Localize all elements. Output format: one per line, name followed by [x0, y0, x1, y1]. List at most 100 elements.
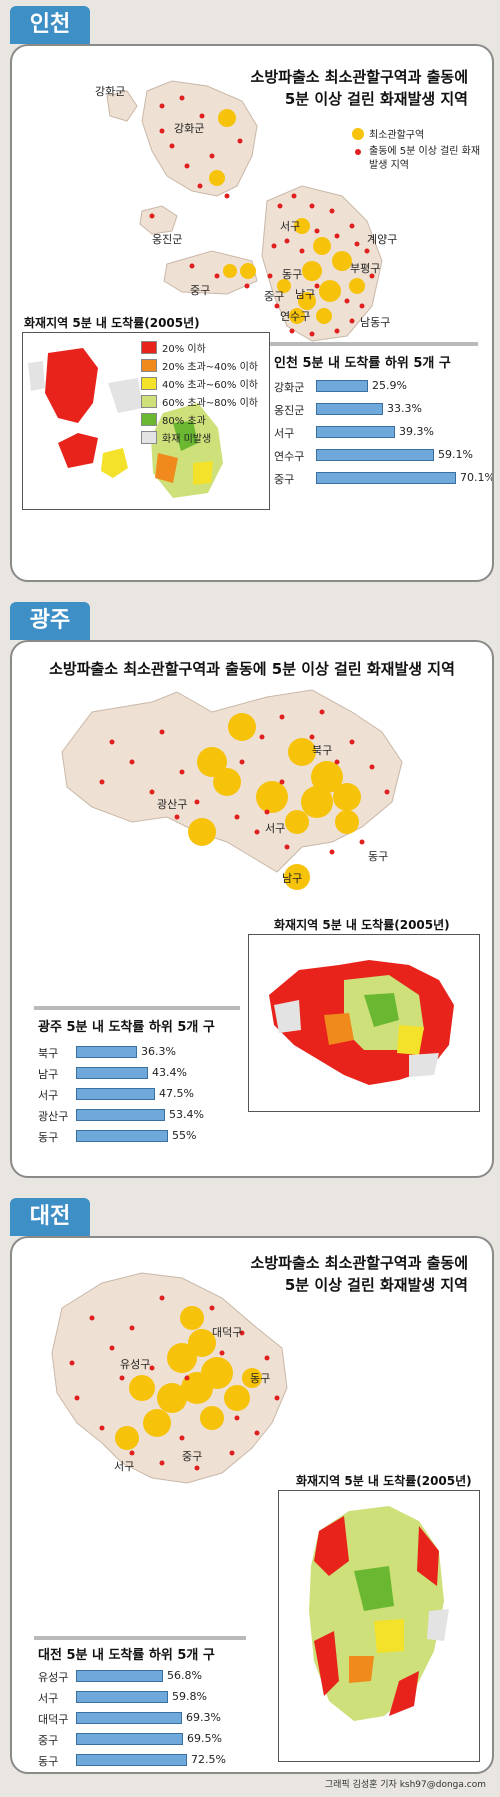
section-tab-daejeon: 대전	[10, 1198, 90, 1236]
rank-category-label: 중구	[274, 473, 295, 486]
rank-category-label: 유성구	[38, 1671, 69, 1684]
rank-value-label: 25.9%	[372, 379, 407, 392]
inset-map-frame	[278, 1490, 480, 1762]
rank-row: 남구 43.4%	[38, 1063, 243, 1083]
rank-category-label: 동구	[38, 1755, 59, 1768]
legend-swatch	[141, 430, 157, 444]
district-label: 중구	[190, 284, 211, 297]
rank-bar	[76, 1691, 168, 1703]
rank-rule	[270, 342, 478, 346]
rank-row: 동구 72.5%	[38, 1750, 256, 1770]
inset-label: 화재지역 5분 내 도착률(2005년)	[24, 316, 200, 330]
legend-row: 20% 이하	[141, 339, 266, 355]
rank-value-label: 43.4%	[152, 1066, 187, 1079]
rank-row: 광산구 53.4%	[38, 1105, 243, 1125]
rank-bar	[76, 1130, 168, 1142]
rank-category-label: 북구	[38, 1047, 59, 1060]
rank-bar	[316, 380, 368, 392]
rank-value-label: 53.4%	[169, 1108, 204, 1121]
rank-category-label: 서구	[38, 1692, 59, 1705]
legend-swatch	[141, 358, 157, 372]
district-label: 유성구	[120, 1358, 151, 1371]
inset-map-gwangju	[269, 960, 454, 1085]
district-label: 동구	[368, 850, 389, 863]
rank-value-label: 59.8%	[172, 1690, 207, 1703]
map-title: 소방파출소 최소관할구역과 출동에 5분 이상 걸린 화재발생 지역	[250, 1254, 468, 1294]
rank-value-label: 69.5%	[187, 1732, 222, 1745]
rank-row: 옹진군 33.3%	[274, 399, 486, 419]
rank-row: 동구 55%	[38, 1126, 243, 1146]
rank-row: 서구 59.8%	[38, 1687, 256, 1707]
rank-bar	[316, 426, 395, 438]
rank-rule	[34, 1636, 246, 1640]
district-label: 남동구	[360, 316, 391, 329]
rank-category-label: 광산구	[38, 1110, 69, 1123]
rank-category-label: 서구	[274, 427, 295, 440]
district-label: 연수구	[280, 310, 311, 323]
rank-value-label: 55%	[172, 1129, 197, 1142]
rank-bar	[76, 1712, 182, 1724]
rank-chart-incheon: 강화군 25.9% 옹진군 33.3% 서구 39.3% 연수구 59.1% 중구 70.1%	[274, 376, 492, 501]
zone-circles	[115, 1306, 262, 1450]
rank-category-label: 동구	[38, 1131, 59, 1144]
rank-title: 광주 5분 내 도착률 하위 5개 구	[38, 1020, 215, 1035]
district-label: 남구	[295, 288, 316, 301]
rank-value-label: 70.1%	[460, 471, 494, 484]
legend-row: 40% 초과~60% 이하	[141, 375, 266, 391]
rank-value-label: 39.3%	[399, 425, 434, 438]
district-label: 강화군	[95, 85, 126, 98]
legend-row: 화재 미발생	[141, 429, 266, 445]
fire-dots	[149, 95, 375, 337]
district-label: 서구	[280, 220, 301, 233]
rank-category-label: 연수구	[274, 450, 305, 463]
rank-bar	[76, 1109, 165, 1121]
zone-circles	[188, 713, 361, 890]
district-label: 중구	[264, 290, 285, 303]
district-label: 대덕구	[212, 1326, 243, 1339]
rank-bar	[76, 1670, 163, 1682]
rank-category-label: 강화군	[274, 381, 305, 394]
legend-row: 80% 초과	[141, 411, 266, 427]
rank-category-label: 대덕구	[38, 1713, 69, 1726]
district-label: 광산구	[157, 798, 188, 811]
section-tab-gwangju: 광주	[10, 602, 90, 640]
rank-bar	[316, 472, 456, 484]
rank-row: 중구 70.1%	[274, 468, 492, 488]
inset-map-incheon	[28, 348, 223, 498]
rank-row: 북구 36.3%	[38, 1042, 243, 1062]
fire-dots	[69, 1295, 280, 1471]
legend-swatch	[141, 340, 157, 354]
legend-row: 20% 초과~40% 이하	[141, 357, 266, 373]
rank-bar	[316, 449, 434, 461]
district-label: 서구	[265, 822, 286, 835]
district-label: 부평구	[350, 262, 381, 275]
rank-rule	[34, 1006, 240, 1010]
rank-category-label: 남구	[38, 1068, 59, 1081]
rank-bar	[76, 1754, 187, 1766]
rank-row: 강화군 25.9%	[274, 376, 486, 396]
rank-value-label: 56.8%	[167, 1669, 202, 1682]
district-label: 중구	[182, 1450, 203, 1463]
rank-value-label: 59.1%	[438, 448, 473, 461]
rank-value-label: 72.5%	[191, 1753, 226, 1766]
rank-category-label: 중구	[38, 1734, 59, 1747]
rank-bar	[316, 403, 383, 415]
legend-swatch	[141, 412, 157, 426]
rank-row: 중구 69.5%	[38, 1729, 256, 1749]
rank-bar	[76, 1088, 155, 1100]
zone-legend-marker	[352, 127, 364, 140]
map-title: 소방파출소 최소관할구역과 출동에 5분 이상 걸린 화재발생 지역	[250, 68, 468, 108]
rank-value-label: 69.3%	[186, 1711, 221, 1724]
inset-map-frame: 20% 이하 20% 초과~40% 이하 40% 초과~60% 이하 60% 초…	[22, 332, 270, 510]
rank-row: 연수구 59.1%	[274, 445, 486, 465]
district-label: 계양구	[367, 233, 398, 246]
rank-title: 대전 5분 내 도착률 하위 5개 구	[38, 1648, 215, 1663]
rank-row: 대덕구 69.3%	[38, 1708, 256, 1728]
district-label: 남구	[282, 872, 303, 885]
legend-row: 60% 초과~80% 이하	[141, 393, 266, 409]
rank-category-label: 서구	[38, 1089, 59, 1102]
rank-value-label: 47.5%	[159, 1087, 194, 1100]
rank-value-label: 33.3%	[387, 402, 422, 415]
inset-label: 화재지역 5분 내 도착률(2005년)	[274, 918, 450, 932]
inset-map-frame	[248, 934, 480, 1112]
